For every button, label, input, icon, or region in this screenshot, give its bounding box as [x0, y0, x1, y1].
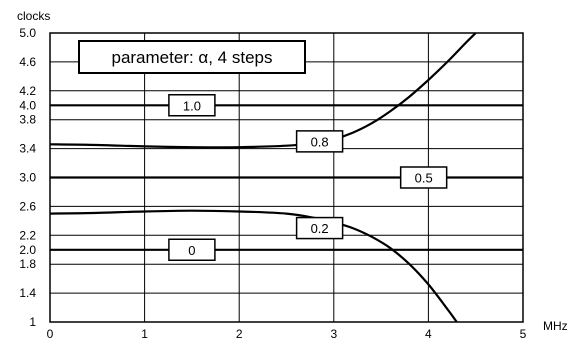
y-tick-label: 2.0 [19, 243, 36, 257]
curve-label-box [295, 216, 344, 240]
x-tick-label: 0 [47, 327, 54, 341]
curve-label-1_0: 1.0 [183, 98, 201, 113]
y-tick-label: 4.6 [19, 55, 36, 69]
curve-label-0_8: 0.8 [311, 134, 329, 149]
y-tick-label: 5.0 [19, 26, 36, 40]
y-tick-label: 2.6 [19, 199, 36, 213]
y-tick-label: 4.2 [19, 84, 36, 98]
title-box: parameter: α, 4 steps [78, 40, 306, 74]
curve-label-box [168, 94, 216, 117]
curve-label-box [295, 130, 344, 153]
y-tick-label: 2.2 [19, 228, 36, 242]
x-tick-label: 1 [141, 327, 148, 341]
y-tick-label: 3.4 [19, 142, 36, 156]
curve-label-0: 0 [188, 243, 195, 258]
curve-label-0_2: 0.2 [311, 221, 329, 236]
x-axis-label: MHz [543, 319, 568, 333]
curve-label-box [168, 238, 216, 261]
y-tick-label: 1.4 [19, 286, 36, 300]
curve-label-0_5: 0.5 [415, 171, 433, 186]
x-tick-label: 5 [520, 327, 527, 341]
curve-labels: 1.0 0.8 0.5 0.2 0 [168, 94, 448, 261]
title-box-frame [78, 40, 306, 74]
y-tick-label: 1.8 [19, 257, 36, 271]
y-tick-label: 3.0 [19, 171, 36, 185]
series-group [49, 32, 523, 323]
x-tick-label: 4 [425, 327, 432, 341]
tick-labels: 0 1 2 3 4 511.41.82.02.22.63.03.43.84.04.24.6… [19, 26, 526, 341]
x-tick-label: 2 [236, 327, 243, 341]
y-axis-label: clocks [17, 9, 50, 23]
y-tick-label: 1 [29, 315, 36, 329]
chart-title: parameter: α, 4 steps [111, 48, 272, 67]
y-tick-label: 4.0 [19, 98, 36, 112]
series-line-0_2 [49, 209, 458, 323]
curve-label-box [399, 166, 448, 189]
x-tick-label: 3 [330, 327, 337, 341]
y-tick-label: 3.8 [19, 113, 36, 127]
